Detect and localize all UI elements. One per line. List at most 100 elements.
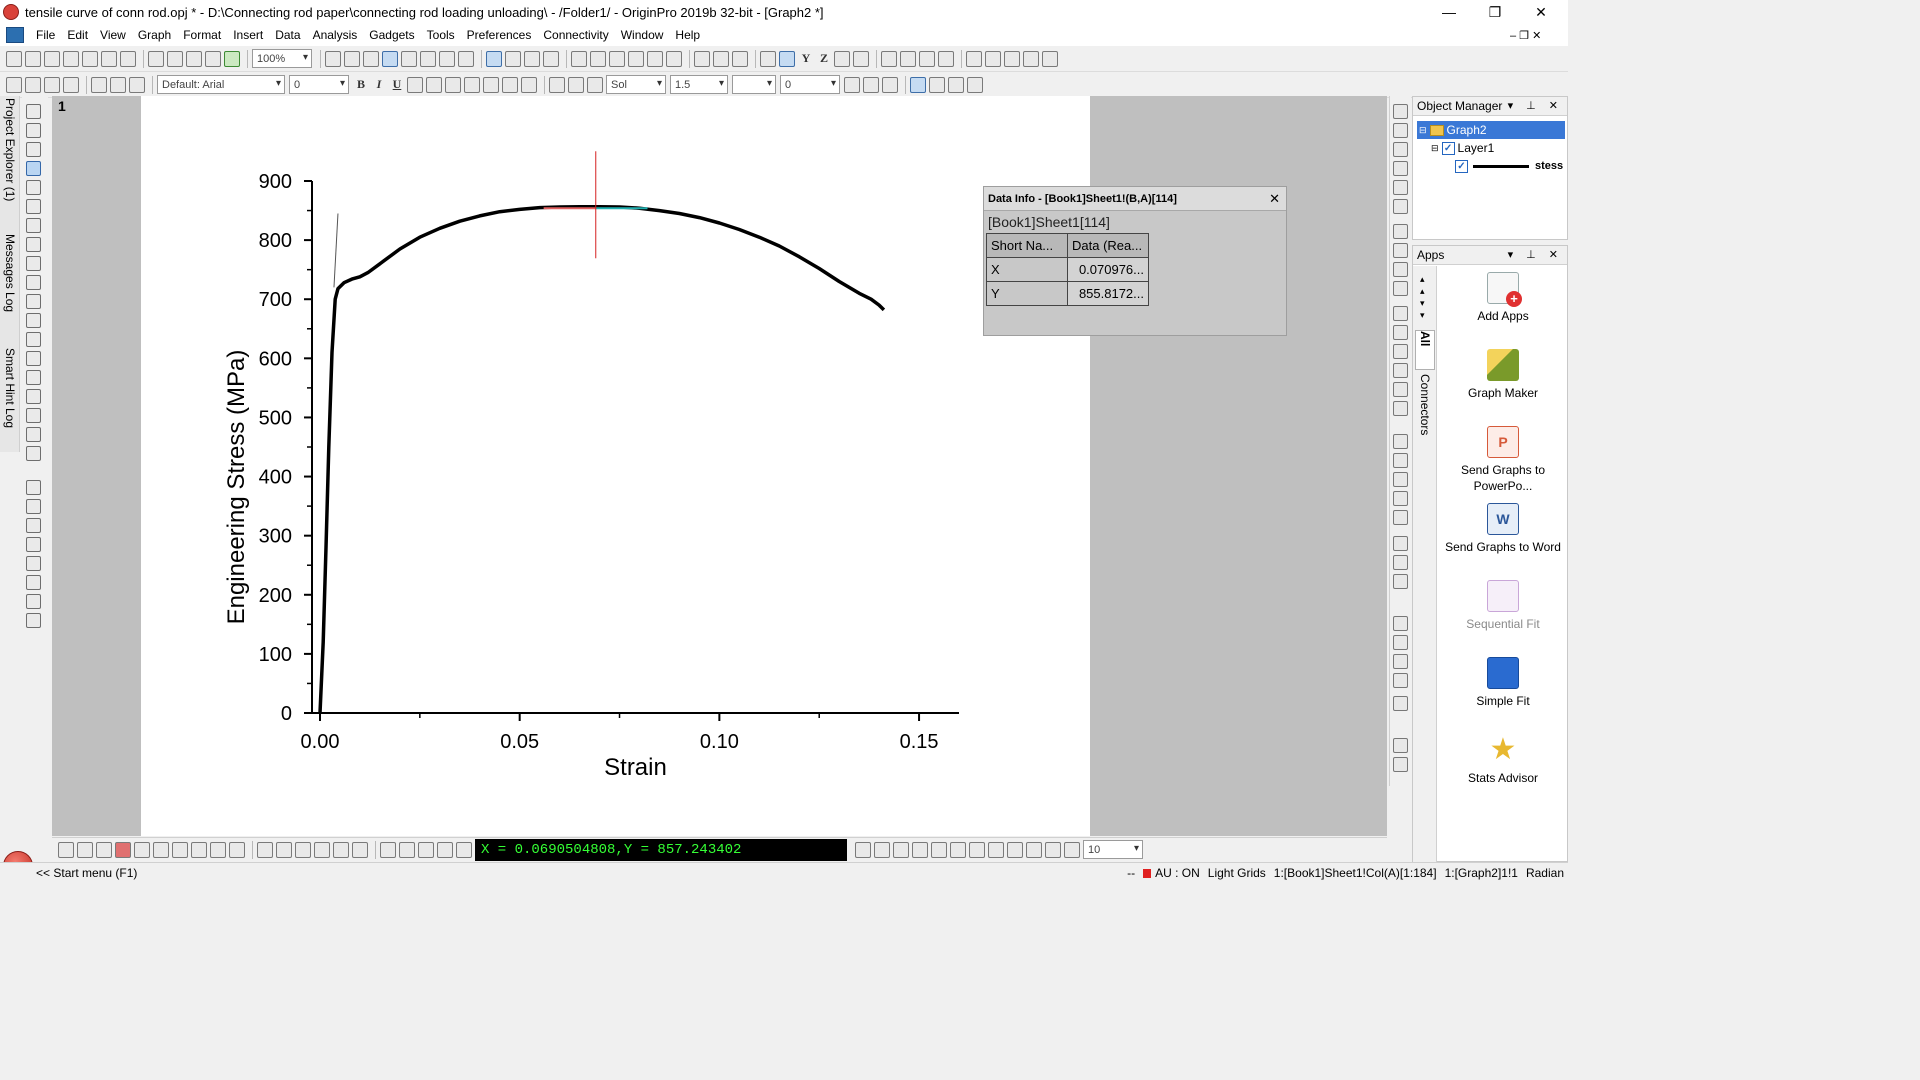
align-top-icon[interactable]: [1393, 491, 1408, 506]
align-center-icon[interactable]: [893, 841, 909, 858]
align-left-bottom-icon[interactable]: [874, 841, 890, 858]
menu-graph[interactable]: Graph: [137, 28, 172, 42]
menu-connectivity[interactable]: Connectivity: [543, 28, 609, 42]
new-layer-icon[interactable]: [1393, 224, 1408, 239]
app-send-graphs-powerpoint[interactable]: P Send Graphs to PowerPo...: [1439, 426, 1567, 494]
layer-icon-tool[interactable]: [26, 594, 41, 609]
gadget-icon[interactable]: [437, 841, 453, 858]
menu-help[interactable]: Help: [675, 28, 701, 42]
column-stats-icon[interactable]: [571, 50, 587, 67]
fill-pattern-icon[interactable]: [844, 76, 860, 93]
size-combo[interactable]: 10: [1083, 840, 1143, 859]
scroll-down-icon[interactable]: ▾: [1420, 298, 1425, 308]
sort-icon[interactable]: [590, 50, 606, 67]
menu-tools[interactable]: Tools: [426, 28, 455, 42]
align-icon[interactable]: [502, 76, 518, 93]
new-function-icon[interactable]: [82, 50, 98, 67]
markers-icon[interactable]: [910, 76, 926, 93]
font-color-icon[interactable]: [521, 76, 537, 93]
x-tick-label[interactable]: 0.10: [700, 731, 739, 753]
graph-to-layer-icon[interactable]: [1393, 382, 1408, 397]
set-y-icon[interactable]: Y: [801, 51, 811, 65]
set-x-icon[interactable]: [760, 50, 776, 67]
app-stats-advisor[interactable]: ★ Stats Advisor: [1439, 734, 1567, 786]
align-bottom-icon[interactable]: [1393, 510, 1408, 525]
y-tick-label[interactable]: 0: [281, 703, 292, 725]
histogram-icon[interactable]: [628, 50, 644, 67]
filter-advanced-icon[interactable]: [713, 50, 729, 67]
close-icon[interactable]: ✕: [1269, 191, 1280, 206]
align-objects-icon[interactable]: [855, 841, 871, 858]
scale-icon[interactable]: [26, 180, 41, 195]
angle-combo[interactable]: 0: [780, 75, 840, 94]
align-top-bottom-icon[interactable]: [931, 841, 947, 858]
open-icon[interactable]: [148, 50, 164, 67]
save-project-icon[interactable]: [186, 50, 202, 67]
tab-connectors[interactable]: Connectors: [1418, 374, 1432, 436]
heatmap-icon[interactable]: [333, 841, 349, 858]
greek-icon[interactable]: [445, 76, 461, 93]
app-sequential-fit[interactable]: Sequential Fit: [1439, 580, 1567, 632]
border-icon[interactable]: [863, 76, 879, 93]
status-au[interactable]: AU : ON: [1143, 866, 1200, 880]
collapse-icon[interactable]: ⊟: [1419, 124, 1427, 135]
merge-icon[interactable]: [25, 76, 41, 93]
add-inset-icon[interactable]: [1393, 262, 1408, 277]
new-workbook-icon[interactable]: [25, 50, 41, 67]
menu-insert[interactable]: Insert: [233, 28, 264, 42]
y-tick-label[interactable]: 100: [259, 644, 292, 666]
x-tick-label[interactable]: 0.15: [900, 731, 939, 753]
3d-scatter-icon[interactable]: [295, 841, 311, 858]
stress-strain-chart[interactable]: 0.00 0.05 0.10 0.15 0 100 200 300 400 500 600 700 80…: [141, 96, 1090, 836]
y-tick-label[interactable]: 700: [259, 289, 292, 311]
pattern-icon[interactable]: [568, 76, 584, 93]
layer-contents-icon[interactable]: [63, 76, 79, 93]
bar-chart-icon[interactable]: [115, 841, 131, 858]
col-header-data[interactable]: Data (Rea...: [1067, 233, 1149, 258]
line-color-icon[interactable]: [587, 76, 603, 93]
y-tick-label[interactable]: 800: [259, 230, 292, 252]
mask-icon[interactable]: [26, 199, 41, 214]
export-icon[interactable]: [344, 50, 360, 67]
checkbox-icon[interactable]: ✓: [1441, 141, 1455, 155]
insert-graph-icon[interactable]: [26, 389, 41, 404]
data-selector-icon[interactable]: [26, 218, 41, 233]
filter-icon[interactable]: [694, 50, 710, 67]
reduce-rows-icon[interactable]: [732, 50, 748, 67]
italic-icon[interactable]: I: [376, 77, 382, 91]
box-chart-icon[interactable]: [666, 50, 682, 67]
box-plot-icon[interactable]: [153, 841, 169, 858]
statistics-icon[interactable]: [524, 50, 540, 67]
y-tick-label[interactable]: 400: [259, 467, 292, 489]
menu-window[interactable]: Window: [620, 28, 664, 42]
app-graph-maker[interactable]: Graph Maker: [1439, 349, 1567, 401]
insert-image-icon[interactable]: [26, 408, 41, 423]
set-error-icon[interactable]: [834, 50, 850, 67]
tab-smart-hint-log[interactable]: Smart Hint Log: [3, 348, 17, 429]
font-size-combo[interactable]: 0: [289, 75, 349, 94]
col-header-short-name[interactable]: Short Na...: [986, 233, 1068, 258]
y-tick-label[interactable]: 600: [259, 348, 292, 370]
line-symbol-icon[interactable]: [96, 841, 112, 858]
previous-icon[interactable]: [900, 50, 916, 67]
group-icon[interactable]: [948, 76, 964, 93]
fill-color-icon[interactable]: [549, 76, 565, 93]
bring-front-icon[interactable]: [988, 841, 1004, 858]
y-tick-label[interactable]: 500: [259, 407, 292, 429]
restore-button[interactable]: ❐: [1488, 3, 1502, 20]
template-icon[interactable]: [229, 841, 245, 858]
status-light-grids[interactable]: Light Grids: [1207, 866, 1266, 880]
back-icon[interactable]: [1393, 635, 1408, 650]
fit-icon[interactable]: [985, 50, 1001, 67]
color-scale-icon[interactable]: [26, 480, 41, 495]
new-layout-icon[interactable]: [120, 50, 136, 67]
send-back-icon[interactable]: [1007, 841, 1023, 858]
data-info-header[interactable]: Data Info - [Book1]Sheet1!(B,A)[114] ✕: [984, 187, 1286, 211]
date-time-icon[interactable]: [26, 537, 41, 552]
next-icon[interactable]: [919, 50, 935, 67]
image-plot-icon[interactable]: [352, 841, 368, 858]
app-add-apps[interactable]: + Add Apps: [1439, 272, 1567, 324]
zoom-combo[interactable]: 100%: [252, 49, 312, 68]
hand-icon[interactable]: [26, 370, 41, 385]
x-tick-label[interactable]: 0.00: [301, 731, 340, 753]
